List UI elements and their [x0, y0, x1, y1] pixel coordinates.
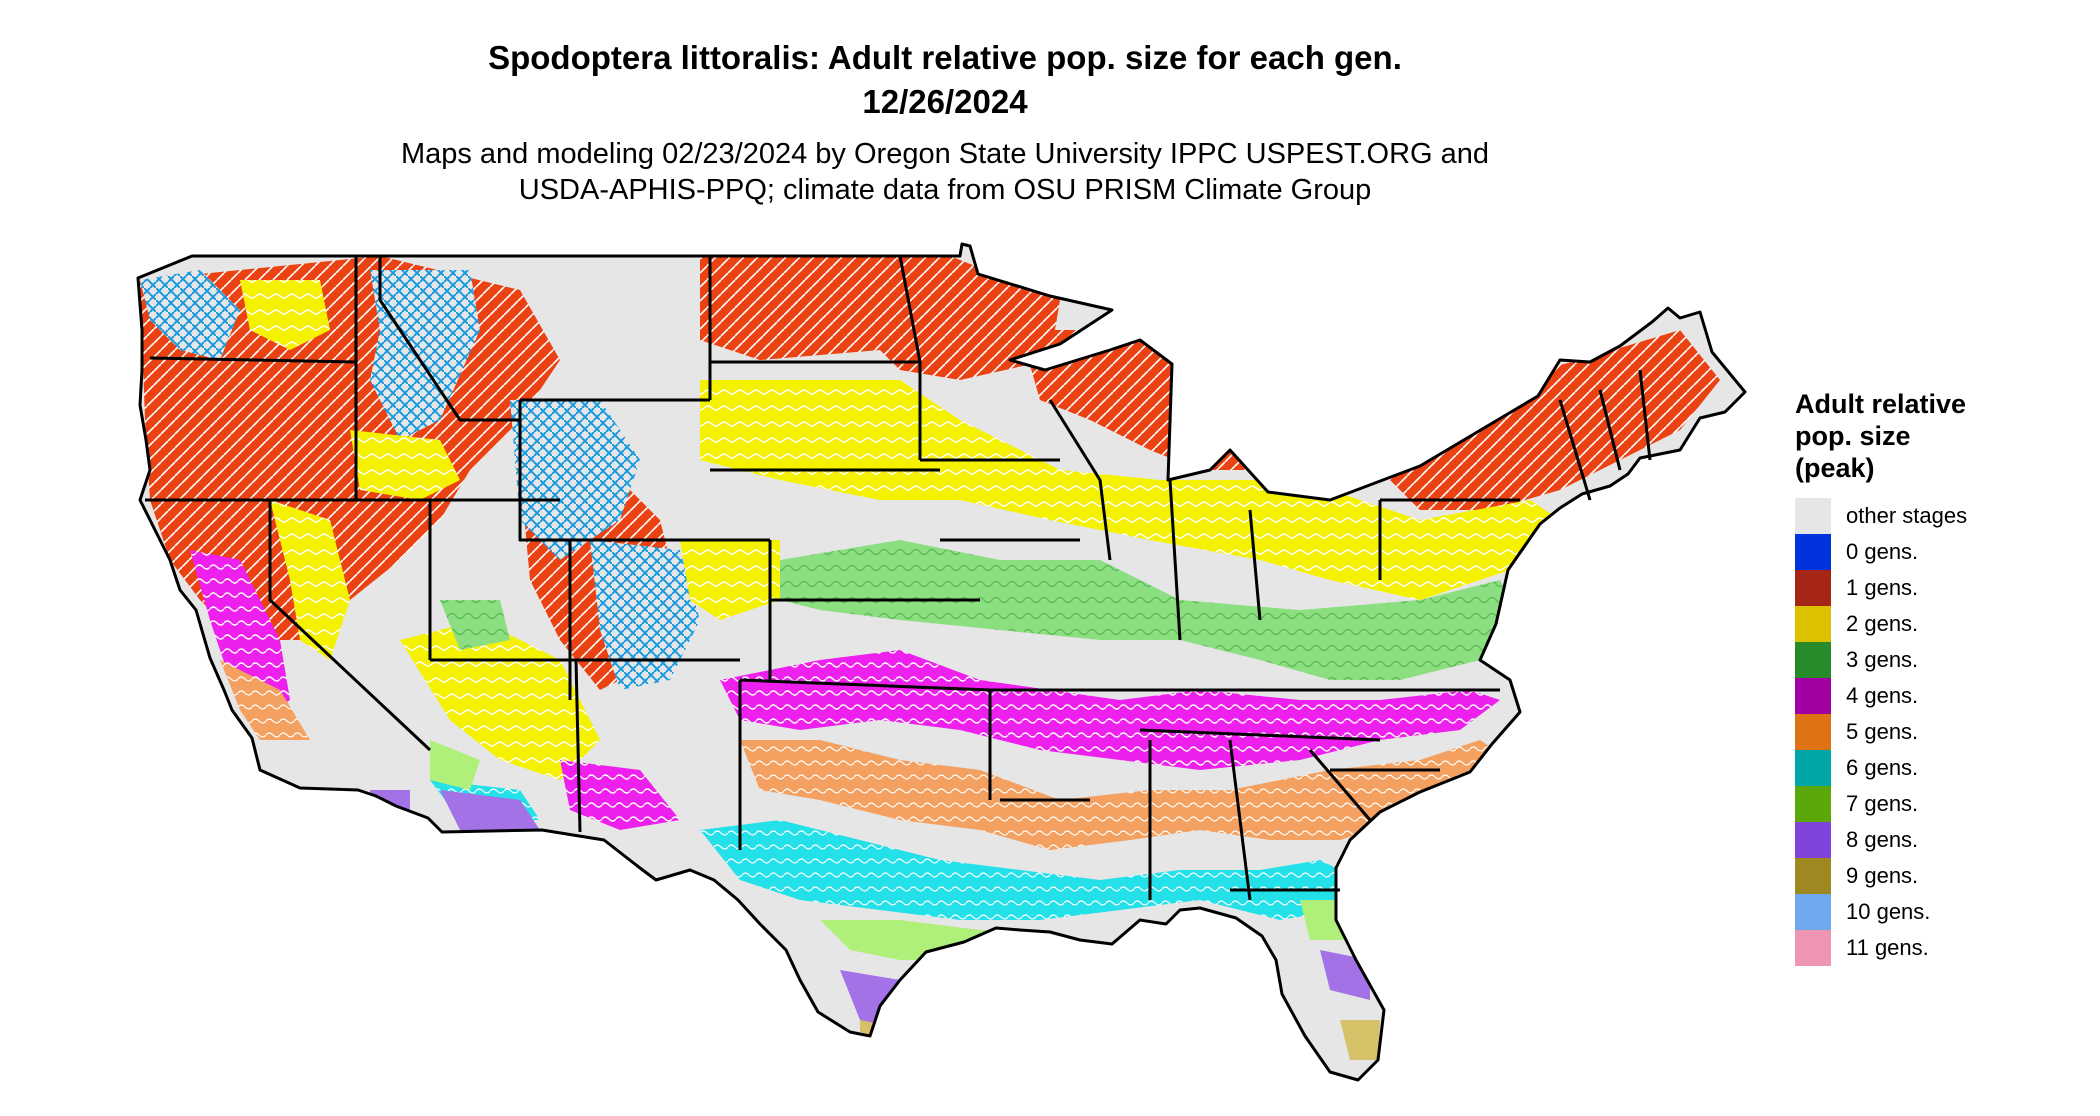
legend-item: other stages — [1795, 498, 2095, 534]
legend-title-line: Adult relative — [1795, 389, 1967, 419]
zone-2-gen-high-plains — [680, 540, 780, 620]
border-tn-ms-al — [1139, 728, 1381, 742]
state-borders — [136, 242, 1747, 1082]
border-ga-sc — [1308, 749, 1372, 821]
zone-7-gen-arizona — [430, 740, 480, 790]
legend-label: 4 gens. — [1846, 683, 1919, 708]
legend-label: 10 gens. — [1846, 899, 1931, 924]
legend-label: 1 gens. — [1846, 575, 1919, 600]
legend-label: other stages — [1846, 503, 1968, 528]
zone-2-gen-oregon — [350, 430, 460, 500]
border-nh-me — [1638, 369, 1652, 461]
legend-item: 11 gens. — [1795, 930, 2095, 966]
legend-swatch — [1795, 750, 1831, 786]
zone-4-gen-california — [190, 550, 290, 720]
legend-item: 3 gens. — [1795, 642, 2095, 678]
legend-item: 7 gens. — [1795, 786, 2095, 822]
zone-1-gen-northeast — [1390, 330, 1720, 510]
zone-5-gen-south — [740, 740, 1510, 850]
legend-swatch — [1795, 642, 1831, 678]
zone-3-gen-midwest — [780, 540, 1520, 680]
border-vt-nh — [1598, 389, 1622, 471]
zone-4-gen-southwest — [560, 760, 680, 830]
zone-3-gen-utah — [440, 600, 510, 650]
zone-cold-idaho — [370, 270, 480, 440]
legend-label: 8 gens. — [1846, 827, 1919, 852]
legend-label: 9 gens. — [1846, 863, 1919, 888]
legend-item: 5 gens. — [1795, 714, 2095, 750]
legend-item: 6 gens. — [1795, 750, 2095, 786]
legend-swatch — [1795, 678, 1831, 714]
legend-swatch — [1795, 534, 1831, 570]
legend-swatch — [1795, 822, 1831, 858]
legend: Adult relative pop. size (peak) other st… — [1795, 388, 2095, 966]
legend-label: 5 gens. — [1846, 719, 1919, 744]
legend-swatch — [1795, 894, 1831, 930]
map-date: 12/26/2024 — [862, 83, 1028, 120]
legend-label: 3 gens. — [1846, 647, 1919, 672]
legend-item: 0 gens. — [1795, 534, 2095, 570]
zone-2-gen-plains — [700, 380, 1560, 600]
legend-title-line: (peak) — [1795, 453, 1875, 483]
legend-label: 0 gens. — [1846, 539, 1919, 564]
legend-swatch — [1795, 570, 1831, 606]
legend-label: 11 gens. — [1846, 935, 1929, 960]
zone-5-gen-arizona — [220, 660, 310, 740]
zone-6-gen-gulf — [700, 820, 1360, 920]
legend-item: 4 gens. — [1795, 678, 2095, 714]
legend-title-line: pop. size — [1795, 421, 1911, 451]
legend-item: 9 gens. — [1795, 858, 2095, 894]
legend-title: Adult relative pop. size (peak) — [1795, 388, 2095, 484]
zone-2-gen-northwest — [240, 280, 330, 350]
legend-swatch — [1795, 858, 1831, 894]
zone-cold-wyoming — [510, 400, 640, 560]
border-ca-nv — [268, 500, 432, 752]
border-ny-ne — [1558, 399, 1592, 501]
legend-label: 7 gens. — [1846, 791, 1919, 816]
zone-8-gen-california — [370, 790, 410, 810]
zone-2-gen-great-basin — [270, 500, 350, 660]
border-in-oh — [1248, 509, 1262, 621]
zone-1-gen-north-plains — [700, 256, 1060, 380]
legend-label: 6 gens. — [1846, 755, 1919, 780]
legend-item: 8 gens. — [1795, 822, 2095, 858]
legend-swatch — [1795, 930, 1831, 966]
border-il-in — [1168, 479, 1182, 641]
legend-item: 1 gens. — [1795, 570, 2095, 606]
map-title: Spodoptera littoralis: Adult relative po… — [488, 39, 1402, 76]
zone-9-gen-south-florida — [1340, 1020, 1380, 1060]
legend-swatch — [1795, 714, 1831, 750]
zone-4-gen-south-central — [720, 650, 1500, 770]
border-id-mt — [378, 256, 520, 422]
border-wy-co — [518, 400, 770, 542]
zone-cold-cascades — [140, 270, 240, 360]
border-wi-il — [1048, 399, 1112, 561]
legend-items: other stages 0 gens. 1 gens. 2 gens. 3 gens.… — [1795, 498, 2095, 966]
legend-item: 2 gens. — [1795, 606, 2095, 642]
map-subtitle-line-1: Maps and modeling 02/23/2024 by Oregon S… — [400, 138, 1490, 170]
legend-label: 2 gens. — [1846, 611, 1919, 636]
legend-item: 10 gens. — [1795, 894, 2095, 930]
border-nd-mn — [898, 255, 922, 460]
zone-8-gen-arizona — [440, 790, 540, 830]
legend-swatch — [1795, 606, 1831, 642]
legend-swatch — [1795, 498, 1831, 534]
border-wa-or — [149, 356, 357, 364]
legend-swatch — [1795, 786, 1831, 822]
border-az-ca — [574, 659, 582, 833]
zone-cold-colorado — [590, 540, 700, 690]
map-subtitle-line-2: USDA-APHIS-PPQ; climate data from OSU PR… — [518, 174, 1372, 206]
border-al-ga — [1228, 739, 1252, 901]
